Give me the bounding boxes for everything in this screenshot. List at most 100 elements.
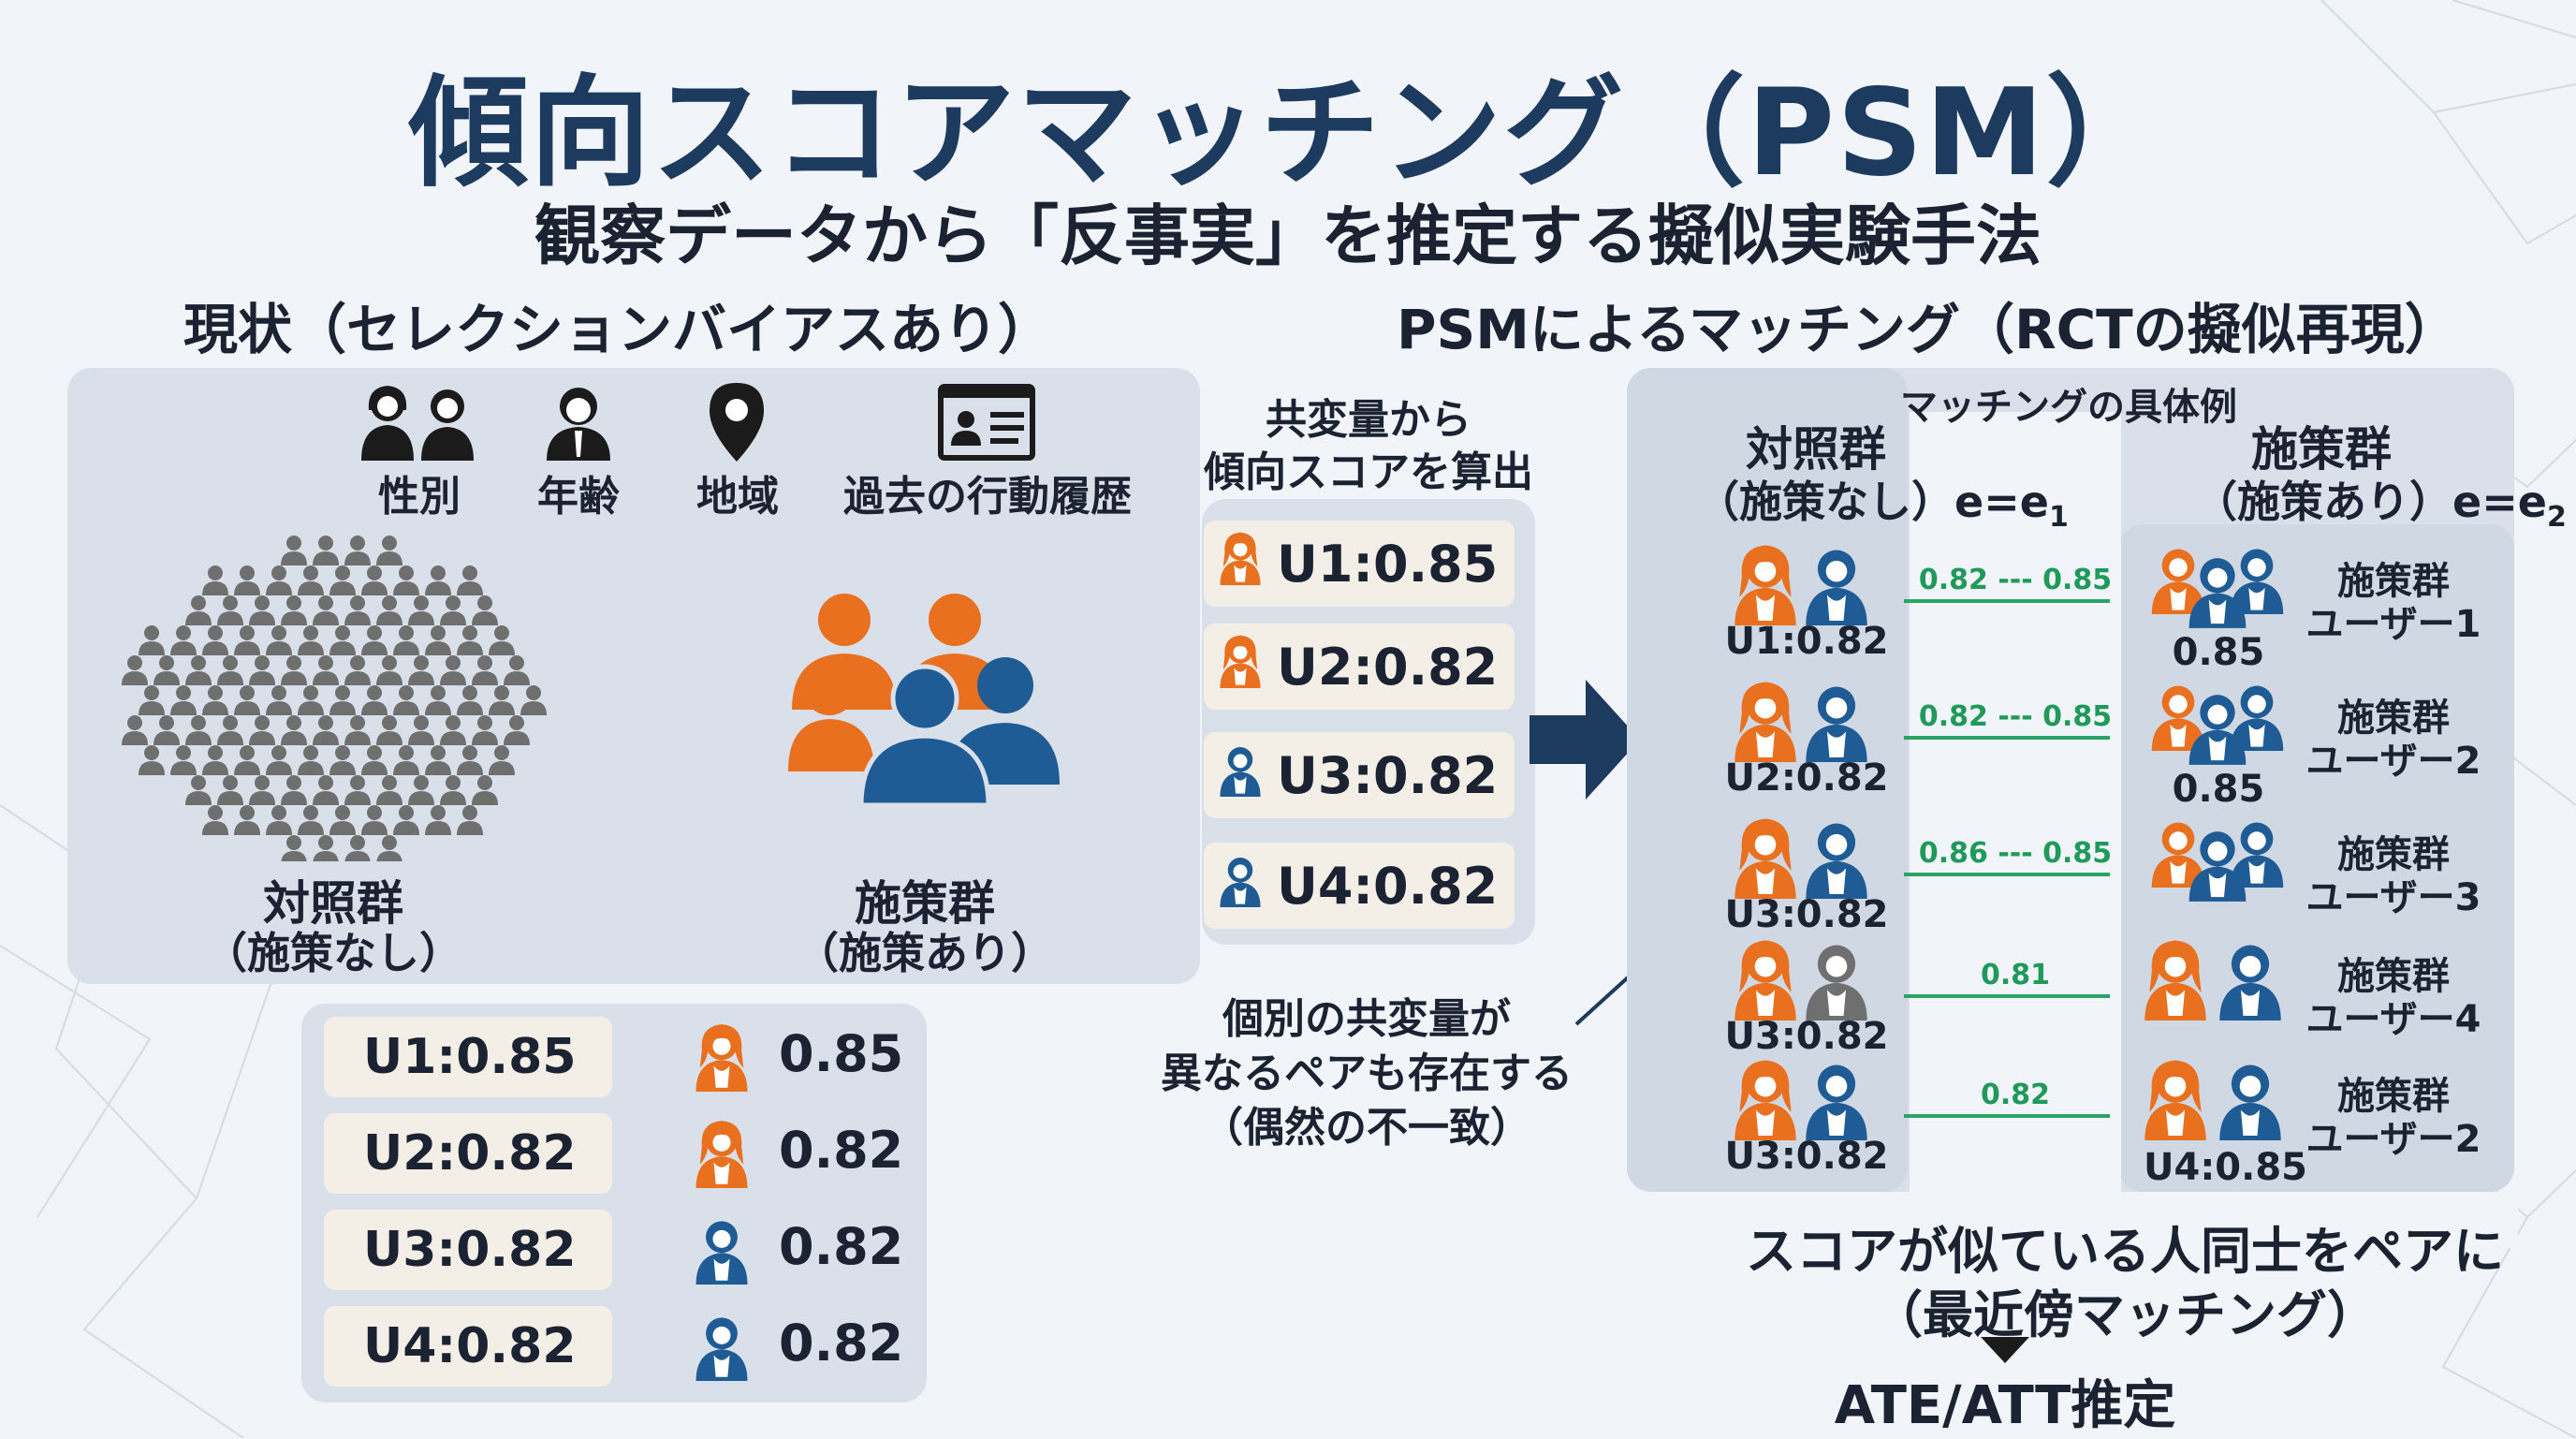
score-table-value: 0.82 <box>779 1314 904 1373</box>
right-arrow-icon <box>1530 680 1640 800</box>
control-person-icon <box>344 715 371 745</box>
control-person-icon <box>472 715 498 745</box>
control-person-icon <box>281 655 307 685</box>
location-pin-icon <box>710 383 764 462</box>
control-person-icon <box>217 595 243 625</box>
control-person-icon <box>313 536 339 565</box>
treatment-orange-icon <box>2147 680 2209 755</box>
note-line1: 個別の共変量が <box>1222 995 1511 1043</box>
control-female-icon <box>1730 543 1801 629</box>
control-person-icon <box>266 805 292 835</box>
pair-link-line <box>1904 599 2110 603</box>
control-person-icon <box>249 595 275 625</box>
page-subtitle: 観察データから「反事実」を推定する擬似実験手法 <box>534 198 2042 274</box>
control-female-icon <box>1730 1058 1801 1144</box>
treatment-blue-icon <box>2226 543 2288 618</box>
control-person-icon <box>266 565 292 595</box>
control-person-icon <box>425 745 451 775</box>
down-triangle-icon <box>1981 1337 2029 1363</box>
female-person-icon <box>691 1022 753 1095</box>
control-person-icon <box>489 745 515 775</box>
treatment-blue-icon <box>2226 816 2288 891</box>
control-person-icon <box>520 685 547 715</box>
control-person-icon <box>393 745 419 775</box>
propensity-score-text: U3:0.82 <box>1277 745 1499 805</box>
control-person-icon <box>281 536 307 565</box>
control-person-icon <box>234 625 260 655</box>
control-person-icon <box>393 565 419 595</box>
control-person-icon <box>440 655 466 685</box>
score-table-value: 0.82 <box>779 1217 904 1276</box>
control-person-icon <box>139 745 165 775</box>
control-user-score: U3:0.82 <box>1724 1015 1889 1058</box>
treatment-female-icon <box>2140 938 2211 1024</box>
control-person-icon <box>313 775 339 805</box>
control-person-icon <box>489 685 515 715</box>
covariate-label-age: 年齢 <box>537 473 620 521</box>
control-person-icon <box>361 565 388 595</box>
score-table-row: U4:0.82 0.82 <box>324 1306 904 1387</box>
control-person-icon <box>313 835 339 861</box>
control-person-icon <box>202 625 228 655</box>
right-treatment-sub: （施策あり）e=e2 <box>2194 468 2567 534</box>
control-person-icon <box>266 625 292 655</box>
treatment-orange-icon <box>2147 543 2209 618</box>
right-control-label: 対照群 <box>1746 422 1886 477</box>
gender-icon <box>361 386 474 461</box>
control-person-icon <box>393 685 419 715</box>
control-person-icon <box>329 565 356 595</box>
pair-link-line <box>1904 994 2110 998</box>
control-person-icon <box>202 685 228 715</box>
propensity-score-pill: U4:0.82 <box>1204 843 1515 929</box>
control-person-icon <box>408 775 434 805</box>
left-control-label: 対照群 <box>263 876 403 931</box>
control-person-icon <box>298 625 324 655</box>
control-person-icon <box>217 715 243 745</box>
control-e-subscript: 1 <box>2048 501 2069 535</box>
female-person-icon <box>1217 634 1277 700</box>
pair-link-value: 0.81 <box>1980 959 2051 991</box>
treatment-user-name-1: 施策群 <box>2337 697 2450 740</box>
control-person-icon <box>185 775 212 805</box>
control-person-icon <box>489 625 515 655</box>
control-person-icon <box>202 745 228 775</box>
treatment-blue-icon <box>2185 824 2250 906</box>
control-person-icon <box>329 745 356 775</box>
control-person-icon <box>457 625 483 655</box>
score-table-id: U4:0.82 <box>324 1306 612 1387</box>
control-person-icon <box>313 595 339 625</box>
control-user-score: U2:0.82 <box>1724 756 1889 800</box>
control-person-icon <box>344 595 371 625</box>
control-person-icon <box>425 805 451 835</box>
control-person-icon <box>376 775 402 805</box>
control-person-icon <box>122 715 148 745</box>
treatment-user-name-2: ユーザー4 <box>2305 998 2481 1041</box>
control-gray-person-icon <box>1801 938 1872 1024</box>
control-person-icon <box>393 805 419 835</box>
middle-heading-line1: 共変量から <box>1266 396 1471 444</box>
control-person-icon <box>376 835 402 861</box>
control-person-icon <box>344 536 371 565</box>
propensity-score-text: U4:0.82 <box>1277 856 1499 916</box>
pair-link-value: 0.82 <box>1980 1079 2051 1111</box>
treatment-user-score: 0.85 <box>2172 631 2265 674</box>
propensity-score-pill: U2:0.82 <box>1204 624 1515 710</box>
link-gap <box>1910 412 2121 1236</box>
control-person-icon <box>202 565 228 595</box>
right-control-sub: （施策なし）e=e1 <box>1696 468 2069 534</box>
control-person-icon <box>329 685 356 715</box>
covariate-label-gender: 性別 <box>378 473 461 521</box>
control-female-icon <box>1730 816 1801 903</box>
summary-line2: （最近傍マッチング） <box>1872 1285 2378 1344</box>
control-person-icon <box>472 595 498 625</box>
control-person-icon <box>281 715 307 745</box>
treatment-blue-icon <box>2185 551 2250 633</box>
propensity-score-text: U1:0.85 <box>1277 534 1499 594</box>
treatment-orange-icon <box>2147 816 2209 891</box>
control-female-icon <box>1730 680 1801 766</box>
control-male-icon <box>1801 680 1872 766</box>
treatment-user-name-2: ユーザー2 <box>2305 740 2481 783</box>
right-treatment-sub-text: （施策あり） <box>2194 477 2452 527</box>
control-person-icon <box>408 655 434 685</box>
control-person-icon <box>281 835 307 861</box>
